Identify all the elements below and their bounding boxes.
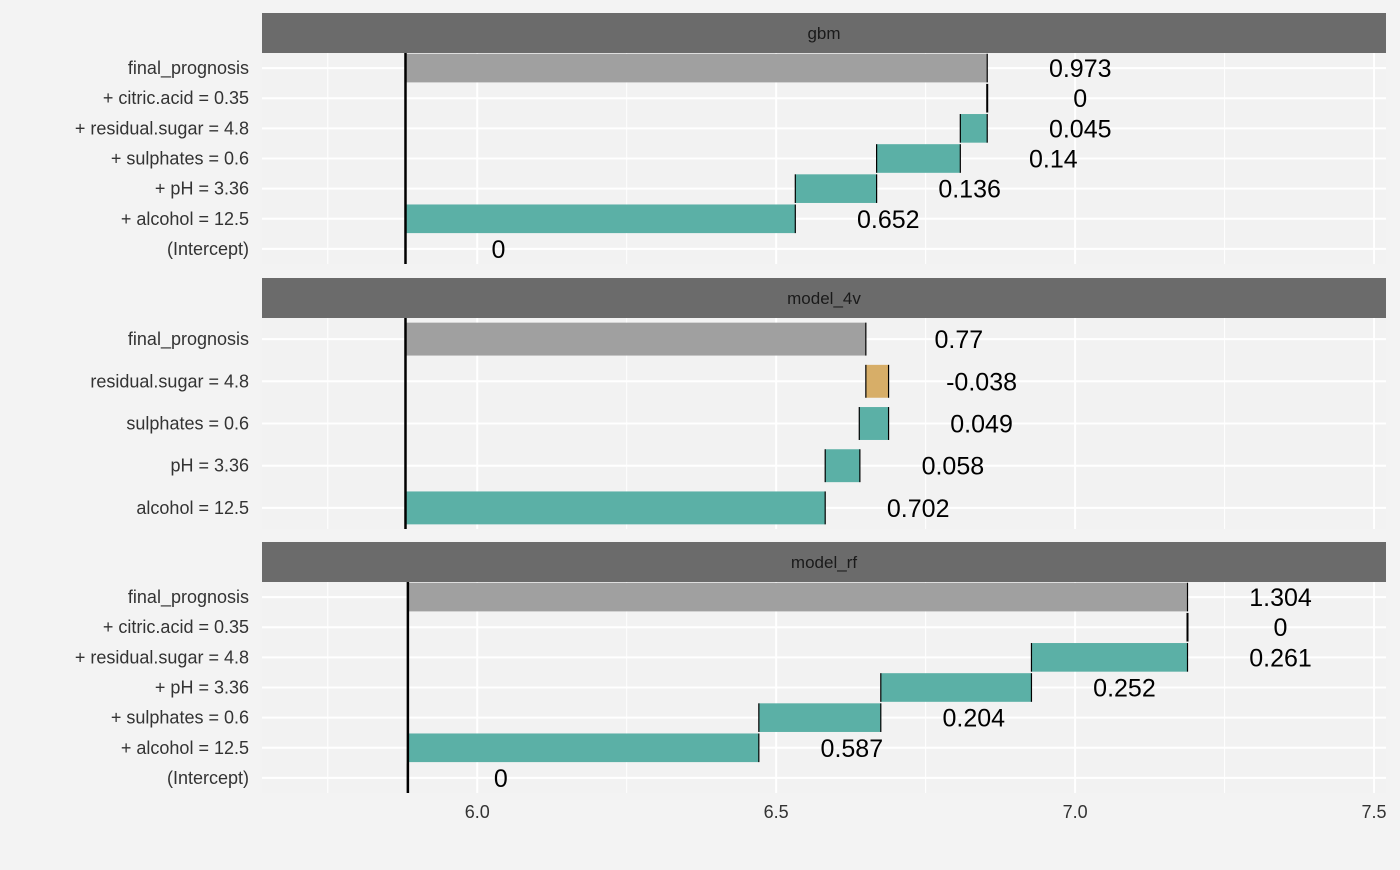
category-label: + sulphates = 0.6: [111, 708, 249, 728]
category-label: alcohol = 12.5: [136, 498, 249, 518]
category-label: final_prognosis: [128, 329, 249, 350]
contribution-bar: [405, 204, 796, 234]
facet-strip-label: model_rf: [791, 553, 857, 572]
contribution-bar: [758, 703, 881, 732]
value-label: 0.77: [935, 326, 984, 354]
facet-strip-label: model_4v: [787, 289, 861, 308]
contribution-bar: [960, 114, 988, 143]
category-label: residual.sugar = 4.8: [90, 371, 249, 391]
value-label: 0: [494, 765, 508, 793]
contribution-bar: [405, 53, 988, 83]
contribution-bar: [876, 144, 961, 173]
x-tick-label: 7.0: [1063, 802, 1088, 822]
value-label: 0: [492, 236, 506, 264]
contribution-bar: [795, 174, 877, 203]
x-tick-label: 6.5: [764, 802, 789, 822]
contribution-bar: [407, 733, 759, 763]
category-label: + pH = 3.36: [155, 179, 249, 199]
value-label: 0.702: [887, 495, 950, 523]
value-label: 0.973: [1049, 55, 1112, 83]
contribution-bar: [407, 582, 1188, 612]
contribution-bar: [405, 491, 826, 525]
x-tick-label: 7.5: [1362, 802, 1387, 822]
contribution-bar: [825, 449, 860, 483]
category-label: final_prognosis: [128, 587, 249, 608]
value-label: 0.252: [1093, 675, 1156, 703]
value-label: 0.049: [950, 411, 1013, 439]
value-label: 0: [1073, 85, 1087, 113]
category-label: (Intercept): [167, 239, 249, 259]
contribution-bar: [865, 364, 889, 398]
value-label: 1.304: [1249, 584, 1312, 612]
category-label: + pH = 3.36: [155, 678, 249, 698]
category-label: + citric.acid = 0.35: [103, 88, 249, 108]
facet-strip: [262, 542, 1386, 582]
category-label: + citric.acid = 0.35: [103, 617, 249, 637]
value-label: 0.136: [938, 176, 1001, 204]
contribution-bar: [880, 673, 1032, 702]
category-label: + residual.sugar = 4.8: [75, 118, 249, 138]
value-label: 0.587: [821, 735, 884, 763]
value-label: -0.038: [946, 368, 1017, 396]
category-label: final_prognosis: [128, 58, 249, 79]
contribution-bar: [1031, 643, 1188, 672]
facet-strip: [262, 13, 1386, 53]
category-label: pH = 3.36: [170, 456, 249, 476]
value-label: 0.058: [922, 453, 985, 481]
category-label: + residual.sugar = 4.8: [75, 647, 249, 667]
category-label: + alcohol = 12.5: [121, 209, 249, 229]
value-label: 0.652: [857, 206, 920, 234]
facet-strip: [262, 278, 1386, 318]
value-label: 0.045: [1049, 115, 1112, 143]
facet-strip-label: gbm: [807, 24, 840, 43]
value-label: 0.261: [1249, 644, 1312, 672]
category-label: + sulphates = 0.6: [111, 149, 249, 169]
value-label: 0.14: [1029, 146, 1078, 174]
contribution-bar: [859, 407, 889, 440]
category-label: + alcohol = 12.5: [121, 738, 249, 758]
x-tick-label: 6.0: [465, 802, 490, 822]
contribution-bar: [405, 322, 866, 356]
value-label: 0: [1274, 614, 1288, 642]
value-label: 0.204: [943, 705, 1006, 733]
category-label: (Intercept): [167, 768, 249, 788]
category-label: sulphates = 0.6: [126, 414, 249, 434]
